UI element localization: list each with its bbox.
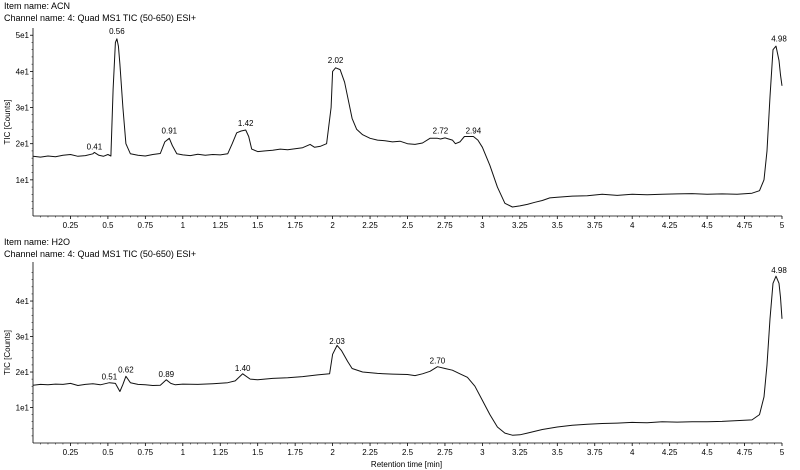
- peak-label: 2.72: [433, 126, 449, 135]
- y-tick-label: 3e1: [16, 104, 30, 113]
- x-tick-label: 5: [780, 221, 785, 230]
- y-tick-label: 4e1: [16, 297, 30, 306]
- x-tick-label: 2.5: [402, 221, 414, 230]
- item-name-acn: Item name: ACN: [4, 1, 71, 11]
- x-tick-label: 1: [181, 221, 186, 230]
- peak-label: 4.98: [771, 266, 787, 275]
- x-tick-label: 4: [630, 448, 635, 457]
- peak-label: 1.42: [238, 119, 254, 128]
- peak-label: 2.02: [328, 56, 344, 65]
- y-tick-label: 5e1: [16, 31, 30, 40]
- y-axis-title-h2o: TIC [Counts]: [3, 330, 12, 375]
- x-tick-label: 4.5: [702, 448, 714, 457]
- x-tick-label: 1.25: [212, 448, 228, 457]
- peak-label: 1.40: [235, 364, 251, 373]
- item-name-h2o: Item name: H2O: [4, 237, 71, 247]
- chromatogram-trace-acn: [32, 38, 783, 208]
- x-tick-label: 2: [330, 221, 335, 230]
- y-tick-label: 2e1: [16, 368, 30, 377]
- x-tick-label: 2.75: [437, 221, 453, 230]
- channel-name-acn: Channel name: 4: Quad MS1 TIC (50-650) E…: [4, 13, 197, 23]
- peak-label: 0.62: [118, 366, 134, 375]
- x-tick-label: 2.5: [402, 448, 414, 457]
- x-tick-label: 4.5: [702, 221, 714, 230]
- peak-label: 2.70: [430, 357, 446, 366]
- x-tick-label: 3.5: [552, 221, 564, 230]
- x-tick-label: 3: [480, 448, 485, 457]
- x-tick-label: 5: [780, 448, 785, 457]
- x-tick-label: 3.25: [512, 221, 528, 230]
- x-tick-label: 0.25: [63, 448, 79, 457]
- x-tick-label: 4.75: [737, 448, 753, 457]
- x-tick-label: 2.25: [362, 448, 378, 457]
- x-tick-label: 1.5: [252, 221, 264, 230]
- peak-label: 0.56: [109, 27, 125, 36]
- peak-label: 2.94: [466, 126, 482, 135]
- y-tick-label: 1e1: [16, 404, 30, 413]
- y-tick-label: 2e1: [16, 140, 30, 149]
- x-tick-label: 2: [330, 448, 335, 457]
- peak-label: 0.51: [102, 373, 118, 382]
- x-tick-label: 0.75: [138, 448, 154, 457]
- x-tick-label: 4: [630, 221, 635, 230]
- x-tick-label: 4.75: [737, 221, 753, 230]
- x-tick-label: 0.25: [63, 221, 79, 230]
- channel-name-h2o: Channel name: 4: Quad MS1 TIC (50-650) E…: [4, 249, 197, 259]
- peak-label: 2.03: [329, 337, 345, 346]
- peak-label: 4.98: [771, 34, 787, 43]
- y-tick-label: 3e1: [16, 333, 30, 342]
- x-tick-label: 2.25: [362, 221, 378, 230]
- x-tick-label: 3: [480, 221, 485, 230]
- x-tick-label: 4.25: [662, 448, 678, 457]
- x-tick-label: 1.5: [252, 448, 264, 457]
- x-tick-label: 3.25: [512, 448, 528, 457]
- x-tick-label: 0.5: [102, 448, 114, 457]
- x-tick-label: 1.75: [287, 448, 303, 457]
- x-tick-label: 3.75: [587, 221, 603, 230]
- x-tick-label: 1: [181, 448, 186, 457]
- y-axis-title-acn: TIC [Counts]: [3, 100, 12, 145]
- x-tick-label: 1.75: [287, 221, 303, 230]
- x-tick-label: 2.75: [437, 448, 453, 457]
- x-tick-label: 3.75: [587, 448, 603, 457]
- y-tick-label: 1e1: [16, 176, 30, 185]
- x-tick-label: 0.5: [102, 221, 114, 230]
- chromatogram-trace-h2o: [32, 275, 783, 436]
- peak-label: 0.91: [162, 126, 178, 135]
- x-tick-label: 4.25: [662, 221, 678, 230]
- y-tick-label: 4e1: [16, 67, 30, 76]
- peak-label: 0.89: [159, 370, 175, 379]
- x-axis-title: Retention time [min]: [371, 460, 442, 469]
- peak-label: 0.41: [87, 143, 103, 152]
- x-tick-label: 3.5: [552, 448, 564, 457]
- x-tick-label: 0.75: [138, 221, 154, 230]
- x-tick-label: 1.25: [212, 221, 228, 230]
